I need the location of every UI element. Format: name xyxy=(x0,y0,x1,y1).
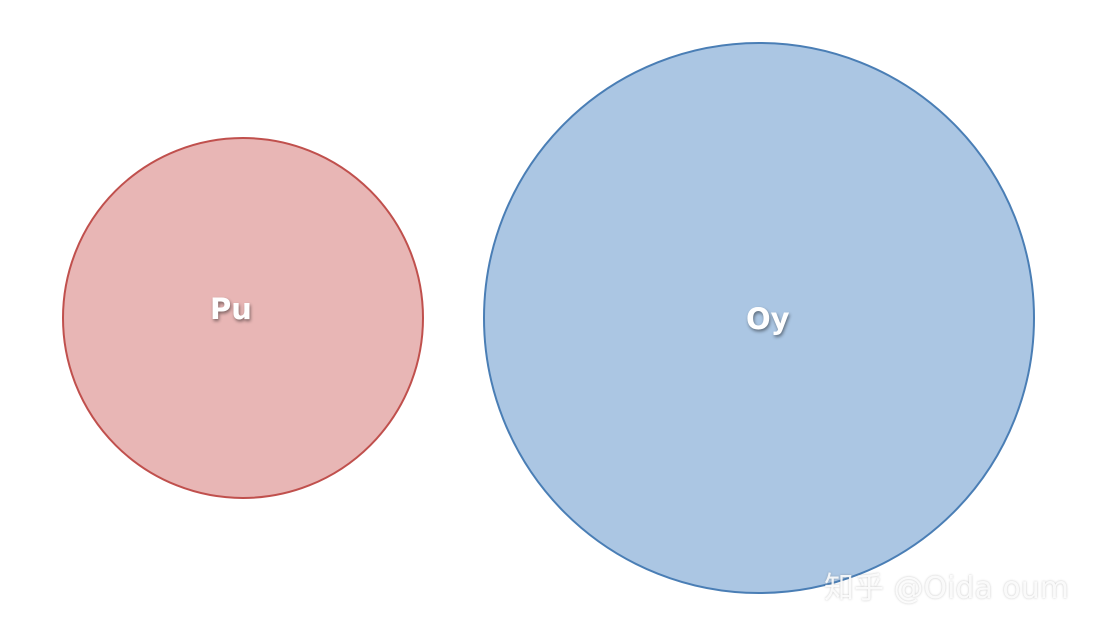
circle-oy-label: Oy xyxy=(746,302,790,336)
watermark-text: 知乎 @Oida oum xyxy=(823,571,1069,606)
circle-oy xyxy=(483,42,1035,594)
circle-pu xyxy=(62,137,424,499)
circle-pu-label: Pu xyxy=(210,292,252,326)
